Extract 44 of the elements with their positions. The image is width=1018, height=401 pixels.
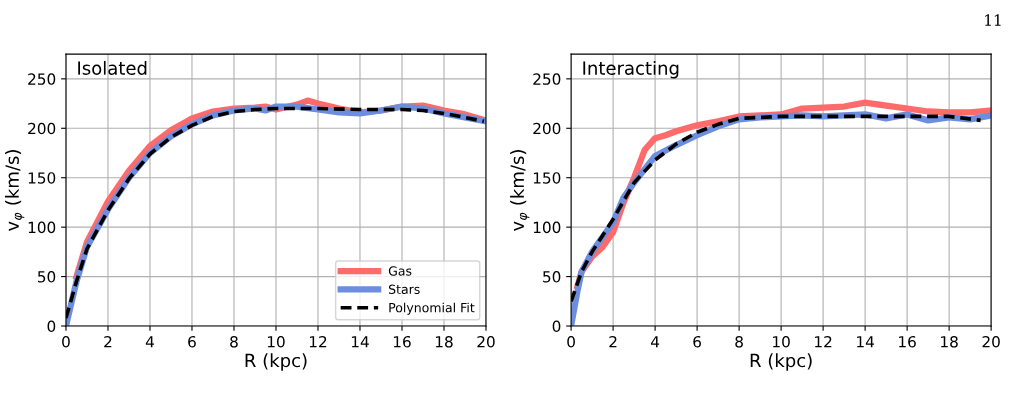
x-tick-label: 14 (857, 336, 874, 348)
legend-label: Polynomial Fit (389, 302, 475, 315)
y-tick-label: 50 (37, 271, 56, 283)
x-tick-label: 6 (188, 336, 196, 348)
x-tick-label: 4 (650, 336, 660, 348)
x-tick-label: 12 (815, 336, 832, 348)
y-axis-title: v$_{φ}$ (km/s) (4, 150, 25, 232)
x-tick-label: 0 (62, 336, 70, 348)
chart-title: Isolated (78, 60, 147, 75)
y-tick-label: 150 (533, 172, 561, 184)
y-tick-label: 50 (543, 271, 561, 283)
x-tick-label: 4 (145, 336, 154, 348)
x-tick-label: 20 (982, 336, 1000, 348)
x-tick-label: 0 (567, 336, 575, 348)
x-tick-label: 20 (477, 336, 495, 348)
x-tick-label: 14 (351, 336, 369, 348)
x-tick-label: 18 (941, 336, 958, 348)
x-tick-label: 6 (693, 336, 701, 348)
x-tick-label: 8 (735, 336, 743, 348)
legend-label: Gas (388, 266, 412, 276)
x-axis-title: R (kpc) (750, 353, 812, 371)
y-tick-label: 0 (552, 320, 561, 333)
y-tick-label: 200 (533, 122, 561, 135)
x-tick-label: 16 (899, 336, 916, 348)
y-tick-label: 200 (28, 122, 56, 135)
y-tick-label: 150 (28, 172, 56, 184)
x-tick-label: 8 (230, 336, 238, 348)
x-axis-title: R (kpc) (245, 353, 307, 371)
y-axis-title: v$_{φ}$ (km/s) (510, 150, 530, 232)
legend-label: Stars (388, 284, 420, 294)
x-tick-label: 2 (104, 336, 112, 348)
y-tick-label: 250 (28, 73, 56, 85)
y-tick-label: 100 (533, 221, 561, 234)
y-tick-label: 0 (47, 320, 56, 333)
x-tick-label: 10 (773, 336, 790, 348)
x-tick-label: 10 (267, 336, 285, 348)
chart-title: Interacting (583, 60, 679, 79)
y-tick-label: 100 (28, 221, 56, 234)
text: 11 (985, 14, 1001, 26)
x-tick-label: 12 (309, 336, 327, 348)
x-tick-label: 2 (609, 336, 617, 348)
x-tick-label: 16 (393, 336, 411, 348)
y-tick-label: 250 (533, 73, 561, 85)
x-tick-label: 18 (435, 336, 453, 348)
